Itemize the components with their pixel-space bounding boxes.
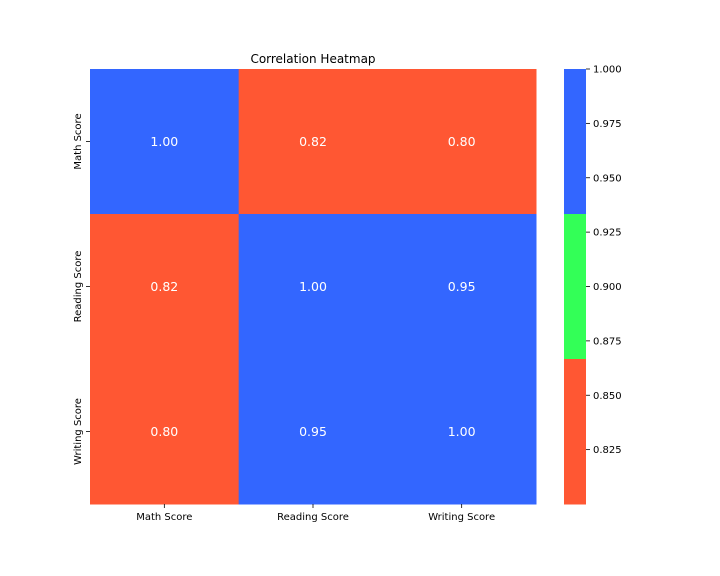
heatmap-cell-1-1 xyxy=(238,214,388,360)
colorbar: 0.825 0.850 0.875 0.900 0.925 0.950 0.975 1.000 xyxy=(564,65,622,505)
cell-value-label-1-1: 1.00 xyxy=(299,279,327,294)
cell-value-label-1-2: 0.95 xyxy=(448,279,476,294)
x-tick-label: Math Score xyxy=(136,512,192,523)
y-tick-label: Writing Score xyxy=(73,398,84,465)
cell-value-label-0-1: 0.82 xyxy=(299,134,327,149)
cell-value-label-0-2: 0.80 xyxy=(448,134,476,149)
heatmap-cell-1-2 xyxy=(387,214,537,360)
colorbar-tick-label: 0.825 xyxy=(593,445,622,456)
x-axis: Math Score Reading Score Writing Score xyxy=(136,504,495,523)
colorbar-segment-2 xyxy=(564,69,586,215)
cell-value-label-0-0: 1.00 xyxy=(150,134,178,149)
heatmap-cell-2-2 xyxy=(387,359,537,505)
colorbar-segment-0 xyxy=(564,359,586,505)
y-tick-label: Math Score xyxy=(73,113,84,169)
x-tick-label: Reading Score xyxy=(277,512,349,523)
heatmap-cells: 1.00 0.82 0.80 0.82 1.00 0.95 0.80 0.95 1.00 xyxy=(90,69,537,505)
cell-value-label-2-2: 1.00 xyxy=(448,424,476,439)
colorbar-segment-1 xyxy=(564,214,586,360)
colorbar-tick-label: 1.000 xyxy=(593,65,622,76)
y-tick-label: Reading Score xyxy=(73,251,84,323)
heatmap-cell-0-2 xyxy=(387,69,537,215)
y-axis: Math Score Reading Score Writing Score xyxy=(73,113,90,465)
heatmap-cell-0-1 xyxy=(238,69,388,215)
x-tick-label: Writing Score xyxy=(428,512,495,523)
colorbar-tick-label: 0.925 xyxy=(593,228,622,239)
heatmap-cell-2-1 xyxy=(238,359,388,505)
chart-title: Correlation Heatmap xyxy=(250,52,375,66)
cell-value-label-2-0: 0.80 xyxy=(150,424,178,439)
colorbar-tick-label: 0.850 xyxy=(593,391,622,402)
colorbar-tick-label: 0.875 xyxy=(593,336,622,347)
colorbar-tick-label: 0.950 xyxy=(593,173,622,184)
heatmap-cell-1-0 xyxy=(90,214,240,360)
cell-value-label-1-0: 0.82 xyxy=(150,279,178,294)
heatmap-cell-0-0 xyxy=(90,69,240,215)
colorbar-tick-label: 0.900 xyxy=(593,282,622,293)
colorbar-tick-label: 0.975 xyxy=(593,119,622,130)
cell-value-label-2-1: 0.95 xyxy=(299,424,327,439)
heatmap-cell-2-0 xyxy=(90,359,240,505)
